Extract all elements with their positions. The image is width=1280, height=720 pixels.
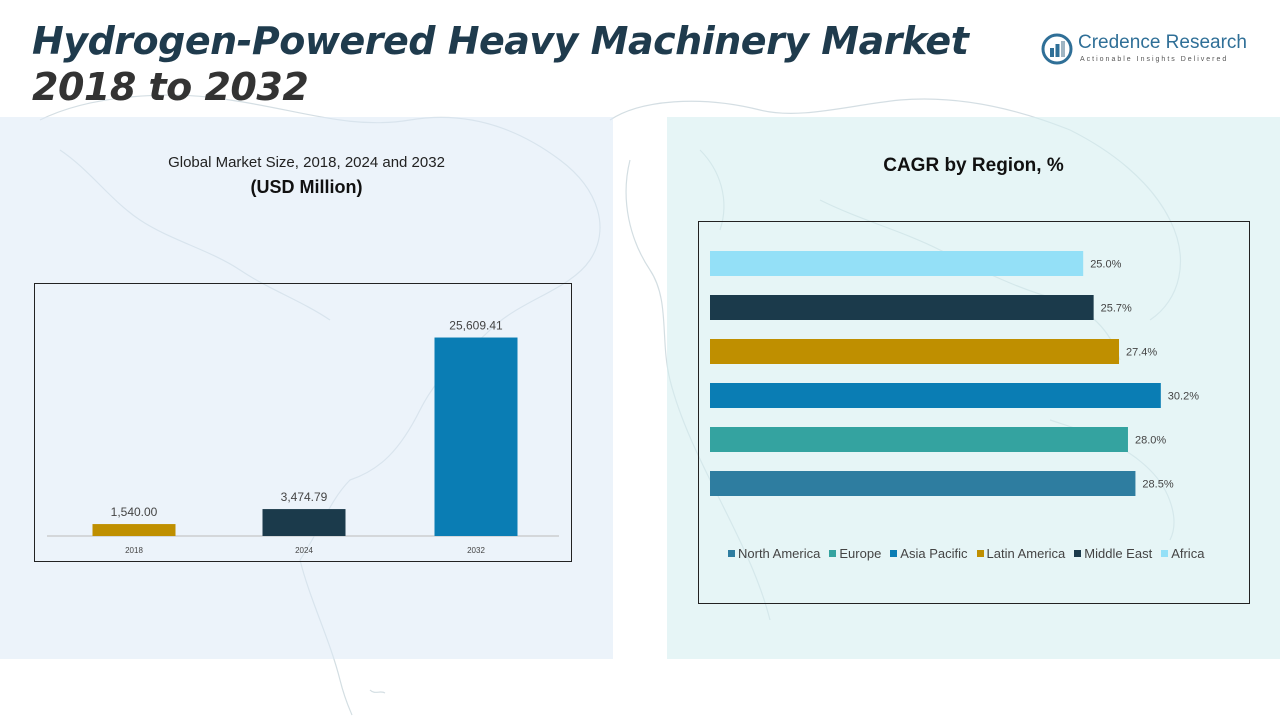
page-title: Hydrogen-Powered Heavy Machinery Market … bbox=[32, 18, 969, 110]
legend-item: Latin America bbox=[976, 546, 1066, 561]
legend-label: Asia Pacific bbox=[900, 546, 968, 561]
legend-swatch bbox=[728, 550, 735, 557]
legend-swatch bbox=[890, 550, 898, 557]
legend-label: Latin America bbox=[986, 546, 1066, 561]
legend-swatch bbox=[976, 550, 984, 557]
cagr-title: CAGR by Region, % bbox=[883, 155, 1064, 176]
legend-label: Middle East bbox=[1084, 546, 1153, 561]
bar-2024 bbox=[262, 509, 346, 536]
legend-swatch bbox=[1074, 550, 1082, 557]
x-tick-label: 2018 bbox=[125, 546, 143, 555]
hbar-europe bbox=[710, 427, 1128, 452]
legend-swatch bbox=[829, 550, 837, 557]
hbar-value-label: 27.4% bbox=[1126, 347, 1157, 359]
cagr-legend: North America Europe Asia Pacific Latin Ame… bbox=[728, 546, 1204, 561]
hbar-middle-east bbox=[710, 295, 1094, 320]
hbar-north-america bbox=[710, 471, 1136, 496]
market-size-title: Global Market Size, 2018, 2024 and 2032 bbox=[168, 154, 445, 171]
bar-value-label: 3,474.79 bbox=[281, 490, 328, 504]
legend-item: Africa bbox=[1161, 546, 1204, 561]
legend-item: Asia Pacific bbox=[890, 546, 968, 561]
bar-2018 bbox=[92, 524, 176, 536]
hbar-value-label: 25.0% bbox=[1090, 259, 1121, 271]
hbar-value-label: 28.5% bbox=[1142, 479, 1173, 491]
logo-icon bbox=[1041, 33, 1073, 65]
hbar-value-label: 30.2% bbox=[1168, 391, 1199, 403]
market-size-chart-frame: 1,540.00 2018 3,474.79 2024 25,609.41 2032 bbox=[34, 283, 572, 562]
x-tick-label: 2032 bbox=[467, 546, 485, 555]
hbar-latin-america bbox=[710, 339, 1120, 364]
hbar-value-label: 28.0% bbox=[1135, 435, 1166, 447]
legend-label: North America bbox=[738, 546, 821, 561]
legend-label: Europe bbox=[839, 546, 882, 561]
bar-2032 bbox=[434, 337, 518, 536]
hbar-value-label: 25.7% bbox=[1101, 303, 1132, 315]
hbar-asia-pacific bbox=[710, 383, 1161, 408]
legend-label: Africa bbox=[1171, 546, 1205, 561]
logo-tagline: Actionable Insights Delivered bbox=[1080, 56, 1229, 63]
title-line-1: Hydrogen-Powered Heavy Machinery Market bbox=[32, 19, 969, 63]
company-logo: Credence Research Actionable Insights De… bbox=[1040, 30, 1255, 70]
cagr-chart-frame: 28.5% 28.0% 30.2% 27.4% 25.7% 25.0% bbox=[698, 221, 1250, 604]
bar-value-label: 25,609.41 bbox=[449, 319, 503, 333]
cagr-chart: 28.5% 28.0% 30.2% 27.4% 25.7% 25.0% bbox=[710, 251, 1199, 496]
legend-swatch bbox=[1161, 550, 1169, 557]
logo-name: Credence Research bbox=[1078, 32, 1247, 53]
market-size-chart: 1,540.00 2018 3,474.79 2024 25,609.41 2032 bbox=[47, 319, 559, 555]
legend-item: North America bbox=[728, 546, 820, 561]
title-line-2: 2018 to 2032 bbox=[32, 65, 309, 109]
market-size-unit: (USD Million) bbox=[250, 177, 363, 197]
legend-item: Europe bbox=[829, 546, 881, 561]
x-tick-label: 2024 bbox=[295, 546, 313, 555]
bar-value-label: 1,540.00 bbox=[111, 505, 158, 519]
hbar-africa bbox=[710, 251, 1084, 276]
legend-item: Middle East bbox=[1074, 546, 1152, 561]
